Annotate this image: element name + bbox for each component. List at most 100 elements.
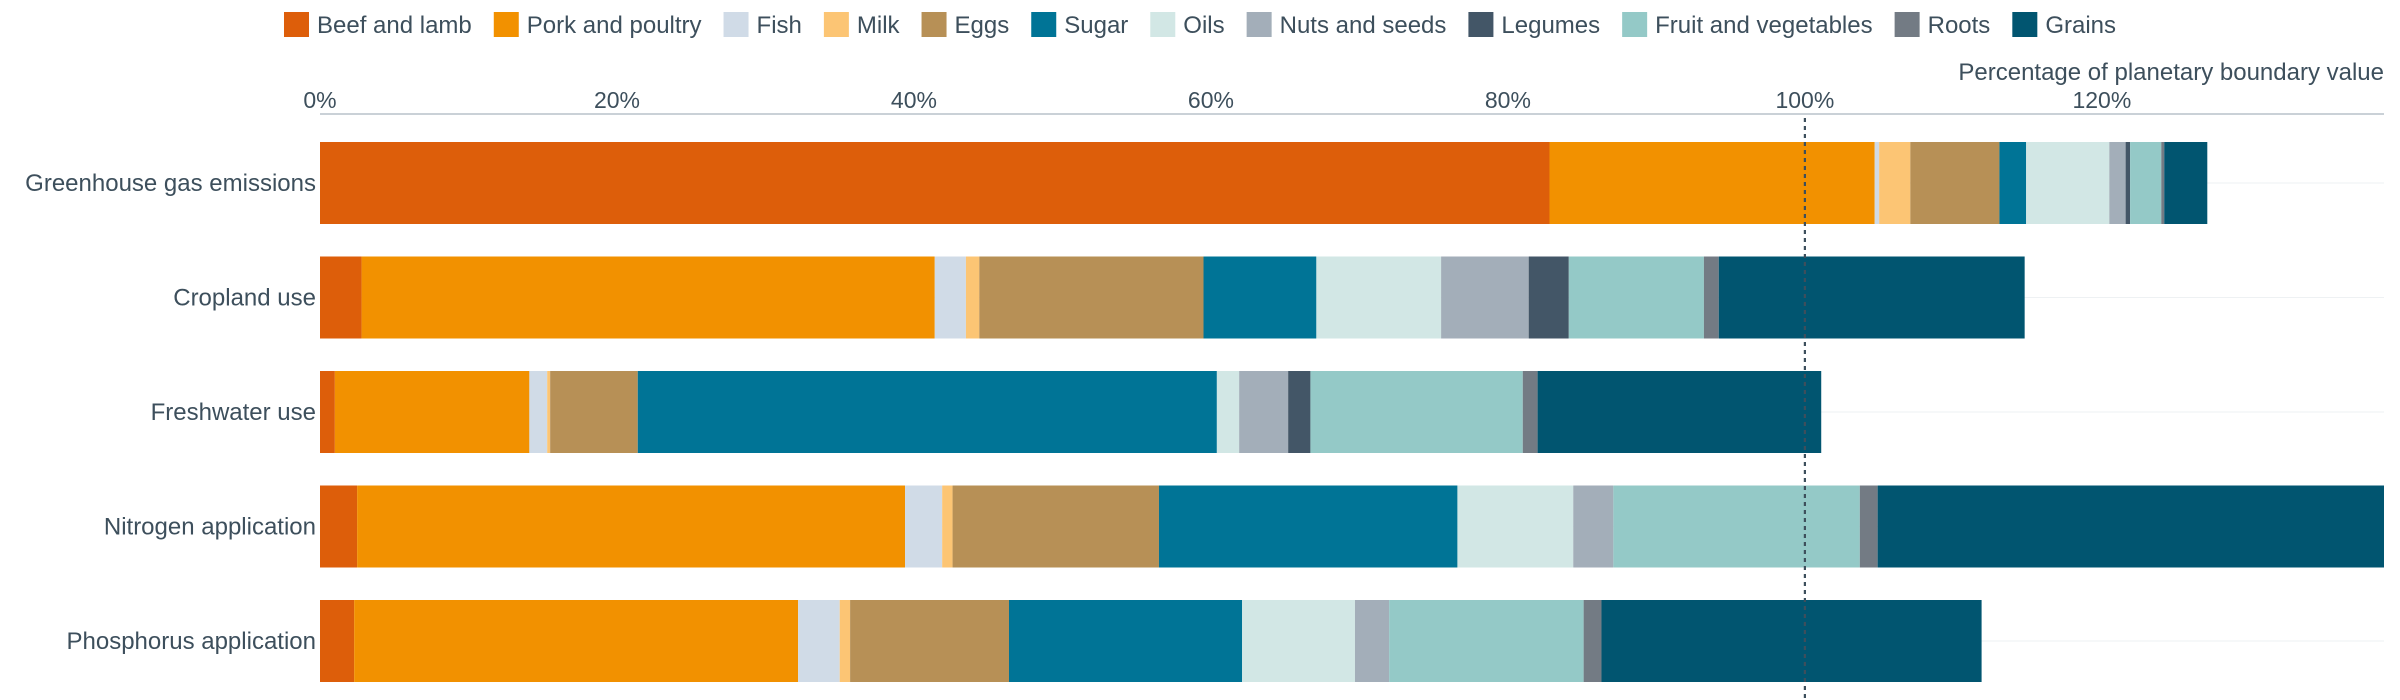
x-tick-label: 80% [1485, 87, 1531, 113]
bar-freshwater-use-sugar [637, 371, 1217, 453]
bar-nitrogen-application-pork-and-poultry [357, 485, 906, 568]
bar-greenhouse-gas-emissions-milk [1879, 142, 1911, 224]
bar-freshwater-use-legumes [1288, 371, 1311, 453]
bar-phosphorus-application-fruit-and-vegetables [1389, 600, 1584, 682]
legend-swatch-grains [2012, 12, 2038, 37]
bar-greenhouse-gas-emissions-pork-and-poultry [1549, 142, 1875, 224]
bar-phosphorus-application-milk [839, 600, 851, 682]
legend-swatch-sugar [1031, 12, 1057, 37]
bar-freshwater-use-oils [1216, 371, 1240, 453]
bar-phosphorus-application-roots [1583, 600, 1602, 682]
bar-cropland-use-eggs [979, 256, 1204, 339]
legend-label-beef-and-lamb: Beef and lamb [317, 12, 472, 39]
bar-phosphorus-application-grains [1601, 600, 1982, 682]
bar-phosphorus-application-fish [798, 600, 840, 682]
bar-freshwater-use-eggs [550, 371, 638, 453]
bar-freshwater-use-nuts-and-seeds [1239, 371, 1289, 453]
legend-swatch-fish [723, 12, 749, 37]
bar-greenhouse-gas-emissions-eggs [1910, 142, 2000, 224]
x-tick-label: 40% [891, 87, 937, 113]
bar-greenhouse-gas-emissions-beef-and-lamb [320, 142, 1550, 224]
legend-swatch-pork-and-poultry [493, 12, 519, 37]
bar-cropland-use-sugar [1203, 256, 1317, 339]
bar-nitrogen-application-sugar [1158, 485, 1458, 568]
bar-nitrogen-application-nuts-and-seeds [1573, 485, 1614, 568]
x-tick-label: 0% [303, 87, 336, 113]
legend-swatch-milk [823, 12, 849, 37]
legend: Beef and lamb Pork and poultry Fish Milk Egg… [283, 12, 2116, 39]
bar-nitrogen-application-eggs [952, 485, 1159, 568]
bars [320, 142, 2384, 682]
legend-label-roots: Roots [1928, 12, 1991, 39]
bar-phosphorus-application-pork-and-poultry [354, 600, 799, 682]
bar-nitrogen-application-roots [1859, 485, 1878, 568]
category-label-phosphorus-application: Phosphorus application [66, 628, 316, 655]
bar-phosphorus-application-beef-and-lamb [320, 600, 355, 682]
legend-label-milk: Milk [857, 12, 901, 39]
bar-cropland-use-fruit-and-vegetables [1568, 256, 1704, 339]
legend-swatch-fruit-and-vegetables [1622, 12, 1648, 37]
bar-phosphorus-application-sugar [1008, 600, 1243, 682]
legend-label-pork-and-poultry: Pork and poultry [527, 12, 702, 39]
bar-nitrogen-application-oils [1457, 485, 1574, 568]
bar-nitrogen-application-grains [1877, 485, 2384, 568]
bar-greenhouse-gas-emissions-roots [2161, 142, 2165, 224]
bar-freshwater-use-fish [529, 371, 548, 453]
category-label-greenhouse-gas-emissions: Greenhouse gas emissions [25, 170, 316, 197]
legend-swatch-roots [1894, 12, 1920, 37]
legend-swatch-legumes [1468, 12, 1494, 37]
bar-cropland-use-roots [1703, 256, 1719, 339]
legend-swatch-eggs [921, 12, 947, 37]
legend-label-eggs: Eggs [955, 12, 1010, 39]
legend-label-oils: Oils [1183, 12, 1224, 39]
legend-label-legumes: Legumes [1501, 12, 1600, 39]
bar-cropland-use-milk [965, 256, 980, 339]
bar-freshwater-use-fruit-and-vegetables [1310, 371, 1523, 453]
bar-cropland-use-fish [934, 256, 966, 339]
x-tick-label: 60% [1188, 87, 1234, 113]
bar-freshwater-use-milk [547, 371, 551, 453]
legend-label-sugar: Sugar [1064, 12, 1128, 39]
bar-nitrogen-application-beef-and-lamb [320, 485, 358, 568]
bar-phosphorus-application-oils [1242, 600, 1355, 682]
legend-swatch-nuts-and-seeds [1246, 12, 1272, 37]
bar-cropland-use-grains [1718, 256, 2025, 339]
category-label-cropland-use: Cropland use [173, 285, 316, 312]
category-label-freshwater-use: Freshwater use [151, 399, 316, 426]
bar-greenhouse-gas-emissions-legumes [2125, 142, 2131, 224]
legend-label-nuts-and-seeds: Nuts and seeds [1280, 12, 1447, 39]
bar-cropland-use-oils [1316, 256, 1442, 339]
x-axis-title: Percentage of planetary boundary value [1958, 59, 2384, 86]
bar-greenhouse-gas-emissions-oils [2026, 142, 2110, 224]
bar-phosphorus-application-nuts-and-seeds [1354, 600, 1390, 682]
bar-cropland-use-pork-and-poultry [361, 256, 935, 339]
bar-greenhouse-gas-emissions-grains [2164, 142, 2208, 224]
bar-greenhouse-gas-emissions-fruit-and-vegetables [2130, 142, 2162, 224]
x-tick-label: 120% [2072, 87, 2131, 113]
bar-freshwater-use-beef-and-lamb [320, 371, 335, 453]
legend-swatch-beef-and-lamb [283, 12, 309, 37]
bar-greenhouse-gas-emissions-fish [1874, 142, 1880, 224]
x-tick-label: 100% [1775, 87, 1834, 113]
bar-greenhouse-gas-emissions-sugar [1999, 142, 2027, 224]
legend-label-fish: Fish [757, 12, 802, 39]
legend-label-grains: Grains [2045, 12, 2116, 39]
x-tick-label: 20% [594, 87, 640, 113]
bar-nitrogen-application-fish [905, 485, 943, 568]
bar-cropland-use-legumes [1528, 256, 1569, 339]
legend-swatch-oils [1150, 12, 1176, 37]
category-labels: Greenhouse gas emissions Cropland use Fres… [25, 170, 316, 655]
x-axis-ticks: 0% 20% 40% 60% 80% 100% 120% [303, 87, 2131, 113]
category-label-nitrogen-application: Nitrogen application [104, 514, 316, 541]
legend-label-fruit-and-vegetables: Fruit and vegetables [1655, 12, 1872, 39]
bar-cropland-use-nuts-and-seeds [1441, 256, 1529, 339]
bar-greenhouse-gas-emissions-nuts-and-seeds [2109, 142, 2126, 224]
bar-freshwater-use-grains [1537, 371, 1822, 453]
bar-cropland-use-beef-and-lamb [320, 256, 362, 339]
bar-phosphorus-application-eggs [850, 600, 1009, 682]
bar-freshwater-use-pork-and-poultry [334, 371, 530, 453]
bar-freshwater-use-roots [1522, 371, 1538, 453]
bar-nitrogen-application-milk [942, 485, 953, 568]
bar-nitrogen-application-fruit-and-vegetables [1613, 485, 1860, 568]
